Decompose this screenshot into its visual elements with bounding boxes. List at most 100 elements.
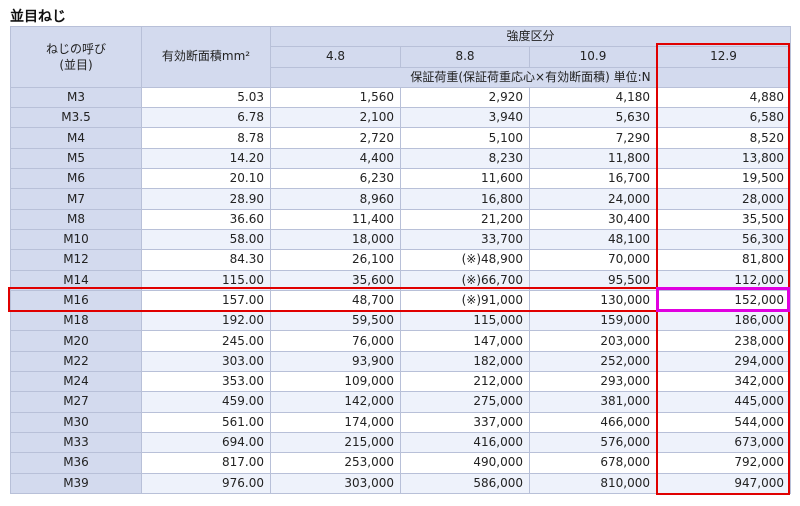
effective-area-cell: 58.00 bbox=[141, 228, 271, 251]
proof-load-cell: (※)48,900 bbox=[400, 249, 530, 271]
proof-load-cell: 11,400 bbox=[270, 208, 401, 230]
proof-load-cell: 8,230 bbox=[400, 147, 530, 170]
proof-load-cell: 1,560 bbox=[270, 86, 401, 109]
proof-load-cell: 215,000 bbox=[270, 431, 401, 454]
proof-load-cell: 303,000 bbox=[270, 472, 401, 494]
proof-load-cell: 544,000 bbox=[655, 411, 792, 433]
table-row: M4 8.78 2,720 5,100 7,290 8,520 bbox=[10, 127, 792, 149]
proof-load-cell: 445,000 bbox=[655, 391, 792, 413]
table-row: M16 157.00 48,700 (※)91,000 130,000 152,000 bbox=[10, 289, 792, 312]
thread-size-cell: M30 bbox=[10, 411, 142, 433]
proof-load-cell: 294,000 bbox=[655, 350, 792, 373]
thread-size-cell: M18 bbox=[10, 310, 142, 332]
header-effective-area: 有効断面積mm² bbox=[141, 26, 271, 88]
proof-load-cell: 6,230 bbox=[270, 168, 401, 190]
effective-area-cell: 459.00 bbox=[141, 391, 271, 413]
table-row: M3 5.03 1,560 2,920 4,180 4,880 bbox=[10, 86, 792, 109]
proof-load-cell: 8,960 bbox=[270, 188, 401, 210]
table-row: M8 36.60 11,400 21,200 30,400 35,500 bbox=[10, 208, 792, 230]
proof-load-cell: 16,700 bbox=[529, 168, 657, 190]
proof-load-cell: 253,000 bbox=[270, 452, 401, 474]
proof-load-cell: 11,800 bbox=[529, 147, 657, 170]
table-row: M5 14.20 4,400 8,230 11,800 13,800 bbox=[10, 147, 792, 170]
table-row: M6 20.10 6,230 11,600 16,700 19,500 bbox=[10, 168, 792, 190]
proof-load-cell: 142,000 bbox=[270, 391, 401, 413]
proof-load-cell: (※)66,700 bbox=[400, 269, 530, 291]
header-class-10-9: 10.9 bbox=[529, 46, 657, 68]
proof-load-cell: 337,000 bbox=[400, 411, 530, 433]
proof-load-cell: 35,600 bbox=[270, 269, 401, 291]
header-class-4-8: 4.8 bbox=[270, 46, 401, 68]
thread-size-cell: M10 bbox=[10, 228, 142, 251]
effective-area-cell: 192.00 bbox=[141, 310, 271, 332]
thread-size-cell: M4 bbox=[10, 127, 142, 149]
proof-load-cell: 174,000 bbox=[270, 411, 401, 433]
effective-area-cell: 303.00 bbox=[141, 350, 271, 373]
proof-load-cell: 159,000 bbox=[529, 310, 657, 332]
effective-area-cell: 694.00 bbox=[141, 431, 271, 454]
proof-load-cell: 76,000 bbox=[270, 330, 401, 352]
header-class-8-8: 8.8 bbox=[400, 46, 530, 68]
table-row: M7 28.90 8,960 16,800 24,000 28,000 bbox=[10, 188, 792, 210]
proof-load-cell: 152,000 bbox=[655, 289, 792, 312]
table-row: M30 561.00 174,000 337,000 466,000 544,000 bbox=[10, 411, 792, 433]
thread-size-cell: M33 bbox=[10, 431, 142, 454]
effective-area-cell: 5.03 bbox=[141, 86, 271, 109]
effective-area-cell: 157.00 bbox=[141, 289, 271, 312]
proof-load-cell: 490,000 bbox=[400, 452, 530, 474]
proof-load-cell: 342,000 bbox=[655, 371, 792, 393]
proof-load-cell: 95,500 bbox=[529, 269, 657, 291]
proof-load-cell: 81,800 bbox=[655, 249, 792, 271]
proof-load-cell: 30,400 bbox=[529, 208, 657, 230]
header-thread-name: ねじの呼び (並目) bbox=[10, 26, 142, 88]
proof-load-cell: 8,520 bbox=[655, 127, 792, 149]
proof-load-cell: 212,000 bbox=[400, 371, 530, 393]
effective-area-cell: 817.00 bbox=[141, 452, 271, 474]
proof-load-cell: 182,000 bbox=[400, 350, 530, 373]
header-strength-class: 強度区分 bbox=[269, 25, 792, 48]
proof-load-cell: 5,630 bbox=[529, 107, 657, 129]
effective-area-cell: 561.00 bbox=[141, 411, 271, 433]
proof-load-cell: 7,290 bbox=[529, 127, 657, 149]
effective-area-cell: 976.00 bbox=[141, 472, 271, 494]
header-class-12-9: 12.9 bbox=[655, 46, 792, 68]
effective-area-cell: 14.20 bbox=[141, 147, 271, 170]
proof-load-cell: 11,600 bbox=[400, 168, 530, 190]
proof-load-cell: 13,800 bbox=[655, 147, 792, 170]
thread-size-cell: M3 bbox=[10, 86, 142, 109]
effective-area-cell: 28.90 bbox=[141, 188, 271, 210]
proof-load-cell: 252,000 bbox=[529, 350, 657, 373]
proof-load-cell: 35,500 bbox=[655, 208, 792, 230]
table-row: M24 353.00 109,000 212,000 293,000 342,000 bbox=[10, 371, 792, 393]
proof-load-cell: 56,300 bbox=[655, 228, 792, 251]
thread-size-cell: M22 bbox=[10, 350, 142, 373]
proof-load-cell: 4,400 bbox=[270, 147, 401, 170]
proof-load-cell: 576,000 bbox=[529, 431, 657, 454]
proof-load-cell: 59,500 bbox=[270, 310, 401, 332]
table-row: M22 303.00 93,900 182,000 252,000 294,000 bbox=[10, 350, 792, 373]
effective-area-cell: 245.00 bbox=[141, 330, 271, 352]
proof-load-cell: 48,100 bbox=[529, 228, 657, 251]
thread-size-cell: M8 bbox=[10, 208, 142, 230]
proof-load-cell: 3,940 bbox=[400, 107, 530, 129]
header-unit-note: 保証荷重(保証荷重応心×有効断面積) 単位:N bbox=[269, 66, 792, 88]
thread-size-cell: M6 bbox=[10, 168, 142, 190]
table-row: M3.5 6.78 2,100 3,940 5,630 6,580 bbox=[10, 107, 792, 129]
table-row: M10 58.00 18,000 33,700 48,100 56,300 bbox=[10, 228, 792, 251]
proof-load-cell: 792,000 bbox=[655, 452, 792, 474]
effective-area-cell: 8.78 bbox=[141, 127, 271, 149]
proof-load-cell: 19,500 bbox=[655, 168, 792, 190]
effective-area-cell: 36.60 bbox=[141, 208, 271, 230]
proof-load-cell: 130,000 bbox=[529, 289, 657, 312]
table-row: M14 115.00 35,600 (※)66,700 95,500 112,000 bbox=[10, 269, 792, 291]
thread-size-cell: M14 bbox=[10, 269, 142, 291]
proof-load-cell: 112,000 bbox=[655, 269, 792, 291]
proof-load-cell: 416,000 bbox=[400, 431, 530, 454]
thread-size-cell: M20 bbox=[10, 330, 142, 352]
proof-load-cell: 115,000 bbox=[400, 310, 530, 332]
proof-load-cell: 70,000 bbox=[529, 249, 657, 271]
proof-load-cell: 26,100 bbox=[270, 249, 401, 271]
effective-area-cell: 115.00 bbox=[141, 269, 271, 291]
table-row: M39 976.00 303,000 586,000 810,000 947,000 bbox=[10, 472, 792, 494]
effective-area-cell: 20.10 bbox=[141, 168, 271, 190]
